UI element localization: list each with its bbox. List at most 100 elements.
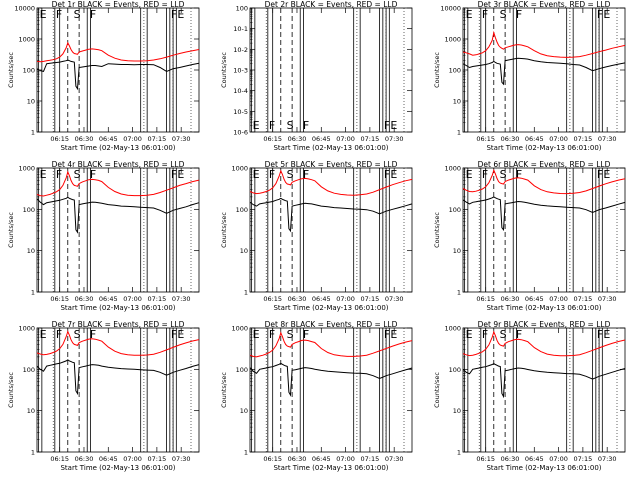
event-marker-letter: S	[287, 328, 294, 341]
series-lld-line	[249, 331, 413, 358]
event-marker-letter: F	[56, 328, 62, 341]
x-axis-label: Start Time (02-May-13 06:01:00)	[486, 144, 601, 152]
y-tick-label: 1000	[444, 36, 461, 44]
x-tick-label: 07:30	[385, 135, 404, 143]
y-axis-label: Counts/sec	[433, 212, 441, 248]
event-marker-letter: S	[500, 8, 507, 21]
x-tick-label: 07:15	[148, 135, 167, 143]
event-marker-letter: E	[466, 328, 473, 341]
panel-det-1: Det 1r BLACK = Events, RED = LLD 1 10 100 10…	[7, 0, 200, 152]
x-tick-label: 07:30	[385, 295, 404, 303]
event-marker-letter: E	[603, 168, 610, 181]
y-tick-label: 1000	[444, 325, 461, 333]
series-lld-line	[249, 169, 413, 196]
x-tick-label: 07:15	[148, 455, 167, 463]
x-tick-label: 07:15	[148, 295, 167, 303]
event-marker-letter: F	[384, 328, 390, 341]
event-marker-letter: S	[500, 168, 507, 181]
y-tick-label: 10	[453, 247, 461, 255]
series-events-line	[36, 59, 200, 91]
x-tick-label: 06:30	[288, 295, 307, 303]
y-tick-label: 1000	[18, 36, 35, 44]
event-marker-letter: S	[74, 328, 81, 341]
x-tick-label: 06:30	[75, 455, 94, 463]
series-lld-line	[462, 168, 626, 195]
plot-frame	[36, 7, 200, 133]
y-tick-label: 10	[453, 98, 461, 106]
x-tick-label: 07:30	[172, 135, 191, 143]
event-marker-letter: F	[516, 8, 522, 21]
x-tick-label: 06:45	[312, 455, 331, 463]
event-marker-letter: E	[177, 8, 184, 21]
series-events-line	[36, 359, 200, 396]
y-tick-label: 10-6	[233, 129, 248, 137]
y-tick-label: 1	[31, 129, 35, 137]
event-marker-letter: F	[303, 328, 309, 341]
plot-frame	[462, 7, 626, 133]
x-axis-label: Start Time (02-May-13 06:01:00)	[60, 144, 175, 152]
panel-title: Det 6r BLACK = Events, RED = LLD	[478, 160, 611, 169]
event-marker-letter: F	[56, 168, 62, 181]
x-tick-label: 06:45	[99, 295, 118, 303]
x-tick-label: 06:15	[50, 135, 69, 143]
plot-frame	[36, 327, 200, 453]
x-tick-label: 06:30	[288, 455, 307, 463]
panel-det-4: Det 4r BLACK = Events, RED = LLD 1 10 100 10…	[7, 160, 200, 312]
x-axis-label: Start Time (02-May-13 06:01:00)	[486, 464, 601, 472]
event-marker-letter: F	[90, 8, 96, 21]
y-tick-label: 100	[23, 67, 35, 75]
y-tick-label: 10-5	[233, 108, 248, 116]
y-tick-label: 1000	[231, 325, 248, 333]
x-tick-label: 07:30	[598, 455, 617, 463]
panel-det-3: Det 3r BLACK = Events, RED = LLD 1 10 100 10…	[433, 0, 626, 152]
panel-title: Det 1r BLACK = Events, RED = LLD	[52, 0, 185, 9]
event-marker-letter: S	[500, 328, 507, 341]
x-tick-label: 06:30	[501, 455, 520, 463]
event-marker-letter: F	[90, 328, 96, 341]
x-tick-label: 07:15	[361, 455, 380, 463]
y-tick-label: 1000	[444, 165, 461, 173]
plot-frame	[249, 167, 413, 293]
x-tick-label: 06:45	[525, 455, 544, 463]
event-marker-letter: F	[303, 168, 309, 181]
series-events-line	[462, 196, 626, 232]
panel-det-2: Det 2r BLACK = Events, RED = LLD 10-6 10-5…	[220, 0, 413, 152]
y-tick-label: 10	[240, 407, 248, 415]
x-tick-label: 07:00	[549, 455, 568, 463]
y-tick-label: 10	[453, 407, 461, 415]
event-marker-letter: E	[253, 168, 260, 181]
y-tick-label: 10	[27, 247, 35, 255]
x-tick-label: 06:15	[476, 455, 495, 463]
x-tick-label: 06:15	[263, 455, 282, 463]
event-marker-letter: S	[74, 168, 81, 181]
plot-frame	[462, 327, 626, 453]
event-marker-letter: F	[384, 168, 390, 181]
x-tick-label: 06:15	[476, 295, 495, 303]
y-tick-label: 1	[244, 449, 248, 457]
y-tick-label: 10000	[14, 5, 35, 13]
event-marker-letter: E	[390, 119, 397, 132]
event-marker-letter: F	[597, 328, 603, 341]
x-tick-label: 06:15	[263, 295, 282, 303]
y-axis-label: Counts/sec	[220, 212, 228, 248]
plot-frame	[36, 167, 200, 293]
event-marker-letter: E	[466, 8, 473, 21]
plot-frame	[462, 167, 626, 293]
event-marker-letter: E	[253, 119, 260, 132]
panel-title: Det 2r BLACK = Events, RED = LLD	[265, 0, 398, 9]
y-tick-label: 100	[449, 67, 461, 75]
event-marker-letter: F	[171, 168, 177, 181]
x-tick-label: 07:30	[172, 455, 191, 463]
event-marker-letter: S	[74, 8, 81, 21]
event-marker-letter: F	[171, 328, 177, 341]
event-marker-letter: E	[40, 168, 47, 181]
event-marker-letter: F	[269, 328, 275, 341]
series-lld-line	[36, 170, 200, 197]
x-tick-label: 06:45	[312, 135, 331, 143]
panel-title: Det 4r BLACK = Events, RED = LLD	[52, 160, 185, 169]
y-tick-label: 1	[457, 289, 461, 297]
event-marker-letter: F	[171, 8, 177, 21]
x-tick-label: 07:00	[123, 455, 142, 463]
y-tick-label: 1	[31, 289, 35, 297]
